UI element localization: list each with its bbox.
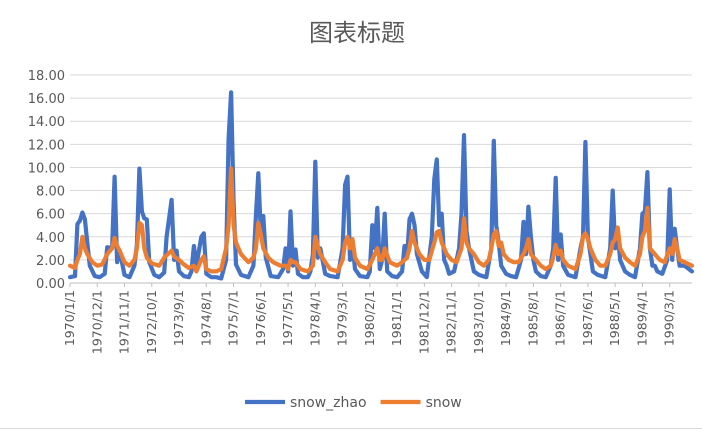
x-axis-tick-labels: 1970/1/1 1970/12/1 1971/11/1 1972/10/1 1973/… (62, 283, 677, 354)
x-tick-label: 1975/7/1 (226, 290, 241, 346)
x-tick-label: 1981/12/1 (416, 290, 431, 354)
x-tick-label: 1977/5/1 (280, 290, 295, 346)
x-tick-label: 1970/1/1 (62, 290, 77, 346)
x-tick-label: 1985/8/1 (525, 290, 540, 346)
bottom-divider (0, 428, 702, 429)
x-tick-label: 1970/12/1 (89, 290, 104, 354)
series-line-snow (67, 166, 695, 274)
x-tick-label: 1989/4/1 (634, 290, 649, 346)
x-tick-label: 1986/7/1 (553, 290, 568, 346)
chart-title: 图表标题 (309, 19, 405, 47)
x-tick-label: 1979/3/1 (335, 290, 350, 346)
x-tick-label: 1971/11/1 (117, 290, 132, 354)
x-tick-label: 1982/11/1 (444, 290, 459, 354)
x-tick-label: 1988/5/1 (607, 290, 622, 346)
y-tick-label: 16.00 (28, 92, 65, 107)
legend: snow_zhao snow (245, 395, 462, 411)
x-tick-label: 1983/10/1 (471, 290, 486, 354)
y-tick-label: 2.00 (36, 254, 65, 269)
y-tick-label: 0.00 (36, 277, 65, 292)
x-tick-label: 1974/8/1 (198, 290, 213, 346)
x-tick-label: 1973/9/1 (171, 290, 186, 346)
x-tick-label: 1978/4/1 (307, 290, 322, 346)
x-tick-label: 1976/6/1 (253, 290, 268, 346)
y-tick-label: 10.00 (28, 161, 65, 176)
x-tick-label: 1984/9/1 (498, 290, 513, 346)
x-tick-label: 1972/10/1 (144, 290, 159, 354)
y-tick-label: 14.00 (28, 115, 65, 130)
y-tick-label: 18.00 (28, 69, 65, 84)
y-tick-label: 4.00 (36, 231, 65, 246)
y-tick-label: 12.00 (28, 138, 65, 153)
y-axis-tick-labels: 0.00 2.00 4.00 6.00 8.00 10.00 12.00 14.00 16.00… (28, 69, 65, 292)
x-tick-label: 1987/6/1 (580, 290, 595, 346)
legend-label: snow_zhao (290, 395, 367, 411)
x-tick-label: 1981/1/1 (389, 290, 404, 346)
x-tick-label: 1990/3/1 (662, 290, 677, 346)
series-line-snow-zhao (67, 90, 695, 281)
y-tick-label: 8.00 (36, 185, 65, 200)
legend-label: snow (426, 395, 462, 411)
series-lines (67, 90, 695, 281)
x-tick-label: 1980/2/1 (362, 290, 377, 346)
y-tick-label: 6.00 (36, 208, 65, 223)
